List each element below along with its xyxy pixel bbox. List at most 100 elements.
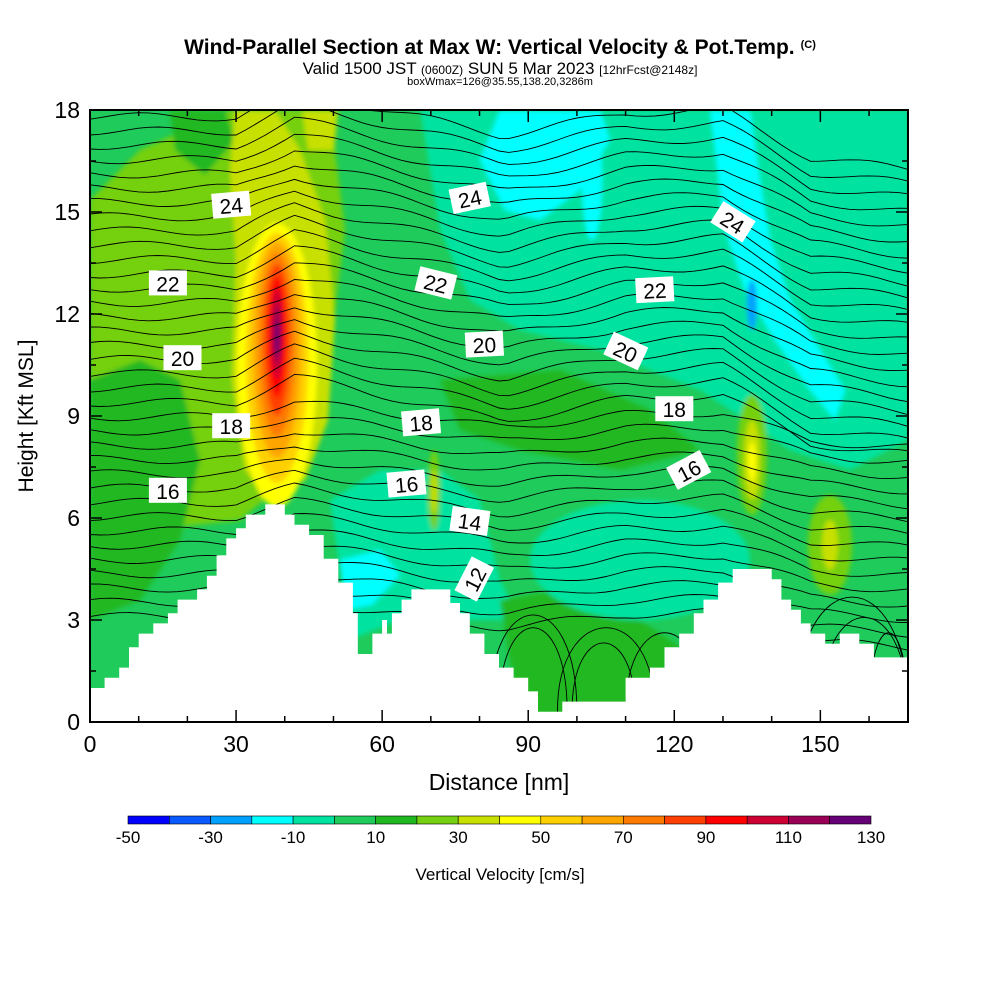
y-tick-label: 15 — [54, 199, 80, 225]
updraft-small-mid-core — [431, 470, 437, 514]
theta-contour — [90, 319, 908, 403]
downdraft-cyan-column — [582, 120, 602, 240]
valid-utc: (0600Z) — [421, 63, 464, 77]
theta-label-text: 16 — [394, 473, 419, 498]
colorbar-swatch — [540, 815, 583, 825]
theta-label-text: 22 — [156, 273, 179, 296]
updraft-120 — [275, 320, 279, 356]
terrain — [90, 504, 908, 722]
colorbar-swatch — [829, 815, 872, 825]
forecast-info: [12hrFcst@2148z] — [599, 63, 698, 77]
theta-label-text: 22 — [643, 280, 668, 304]
x-axis: 0 30 60 90 120 150 — [84, 110, 870, 757]
theta-label-text: 24 — [456, 186, 484, 213]
colorbar-swatch — [622, 815, 665, 825]
theta-contour — [90, 214, 908, 299]
colorbar-swatch — [581, 815, 624, 825]
colorbar-swatch — [334, 815, 376, 825]
y-tick-label: 18 — [54, 97, 80, 123]
colorbar-tick-label: 110 — [775, 828, 802, 847]
colorbar-label: Vertical Velocity [cm/s] — [415, 865, 584, 884]
colorbar-tick-label: -10 — [281, 828, 306, 847]
colorbar-swatch — [169, 815, 211, 825]
theta-label: 18 — [212, 413, 251, 439]
x-tick-label: 120 — [655, 731, 693, 757]
theta-contour — [90, 262, 908, 339]
field-teal-lower-east — [530, 500, 750, 620]
colorbar-tick-label: 130 — [857, 828, 885, 847]
theta-label-text: 16 — [156, 481, 179, 504]
theta-label: 22 — [414, 266, 458, 300]
colorbar-swatch — [210, 815, 253, 825]
theta-contour — [90, 357, 908, 439]
theta-contour — [90, 245, 908, 323]
colorbar-tick-label: 70 — [614, 828, 633, 847]
valid-time-line: Valid 1500 JST (0600Z) SUN 5 Mar 2023 [1… — [0, 59, 1000, 79]
theta-contour — [90, 446, 908, 495]
colorbar-swatch — [127, 815, 170, 825]
y-tick-label: 9 — [67, 403, 80, 429]
theta-contour — [90, 165, 908, 243]
theta-label: 18 — [655, 396, 694, 422]
colorbar-swatch — [292, 815, 335, 825]
y-axis-label: Height [Kft MSL] — [15, 340, 38, 493]
theta-contour — [90, 133, 908, 211]
updraft-east-core — [748, 442, 756, 482]
theta-label: 14 — [449, 505, 491, 536]
theta-contour — [90, 279, 908, 355]
theta-label-text: 18 — [663, 399, 686, 422]
valid-date: SUN 5 Mar 2023 — [467, 59, 595, 78]
field-green-band-mid — [440, 370, 700, 470]
theta-contour — [90, 513, 908, 562]
colorbar-swatch — [251, 815, 294, 825]
theta-contour — [90, 343, 908, 427]
field-top-plume — [302, 110, 338, 150]
field-green-west-low — [90, 360, 200, 620]
box-info: boxWmax=126@35.55,138.20,3286m — [407, 76, 593, 88]
theta-label: 24 — [448, 181, 491, 215]
theta-label-text: 20 — [472, 334, 497, 358]
colorbar-tick-label: 90 — [696, 828, 715, 847]
colorbar-swatch — [375, 815, 418, 825]
theta-contour — [90, 373, 908, 452]
theta-contour — [90, 229, 908, 311]
colorbar-swatch — [705, 815, 748, 825]
theta-contour — [90, 469, 908, 523]
y-tick-label: 12 — [54, 301, 80, 327]
valid-prefix: Valid 1500 JST — [302, 59, 417, 78]
colorbar-tick-label: -30 — [198, 828, 223, 847]
theta-label-text: 24 — [219, 194, 245, 219]
colorbar-swatch — [416, 815, 459, 825]
theta-contour — [90, 433, 908, 480]
downdraft-cyan-east — [710, 110, 845, 420]
theta-label-text: 18 — [409, 412, 434, 437]
theta-contour — [90, 110, 908, 182]
colorbar-swatch — [746, 815, 789, 825]
colorbar-swatch — [499, 815, 542, 825]
theta-contour — [90, 330, 908, 416]
y-tick-label: 3 — [67, 607, 80, 633]
y-axis: 0 3 6 9 12 15 18 — [54, 97, 908, 735]
y-tick-label: 6 — [67, 505, 80, 531]
theta-label-text: 18 — [220, 416, 243, 439]
theta-contour — [90, 482, 908, 534]
downdraft-blue-core — [747, 280, 757, 330]
title-text: Wind-Parallel Section at Max W: Vertical… — [184, 36, 795, 59]
colorbar-tick-label: 10 — [366, 828, 385, 847]
theta-label: 20 — [163, 345, 202, 371]
theta-label-text: 22 — [421, 271, 449, 299]
y-tick-label: 0 — [67, 709, 80, 735]
colorbar-swatch — [664, 815, 707, 825]
colorbar-tick-label: -50 — [116, 828, 141, 847]
x-tick-label: 150 — [801, 731, 839, 757]
theta-contour — [90, 496, 908, 546]
copyright-mark: (C) — [800, 39, 816, 51]
x-tick-label: 30 — [223, 731, 249, 757]
x-tick-label: 60 — [369, 731, 395, 757]
colorbar: -50 -30 -10 10 30 50 70 90 110 130 — [116, 815, 885, 847]
theta-label: 20 — [464, 330, 505, 358]
colorbar-tick-label: 30 — [449, 828, 468, 847]
theta-label: 22 — [635, 276, 675, 304]
